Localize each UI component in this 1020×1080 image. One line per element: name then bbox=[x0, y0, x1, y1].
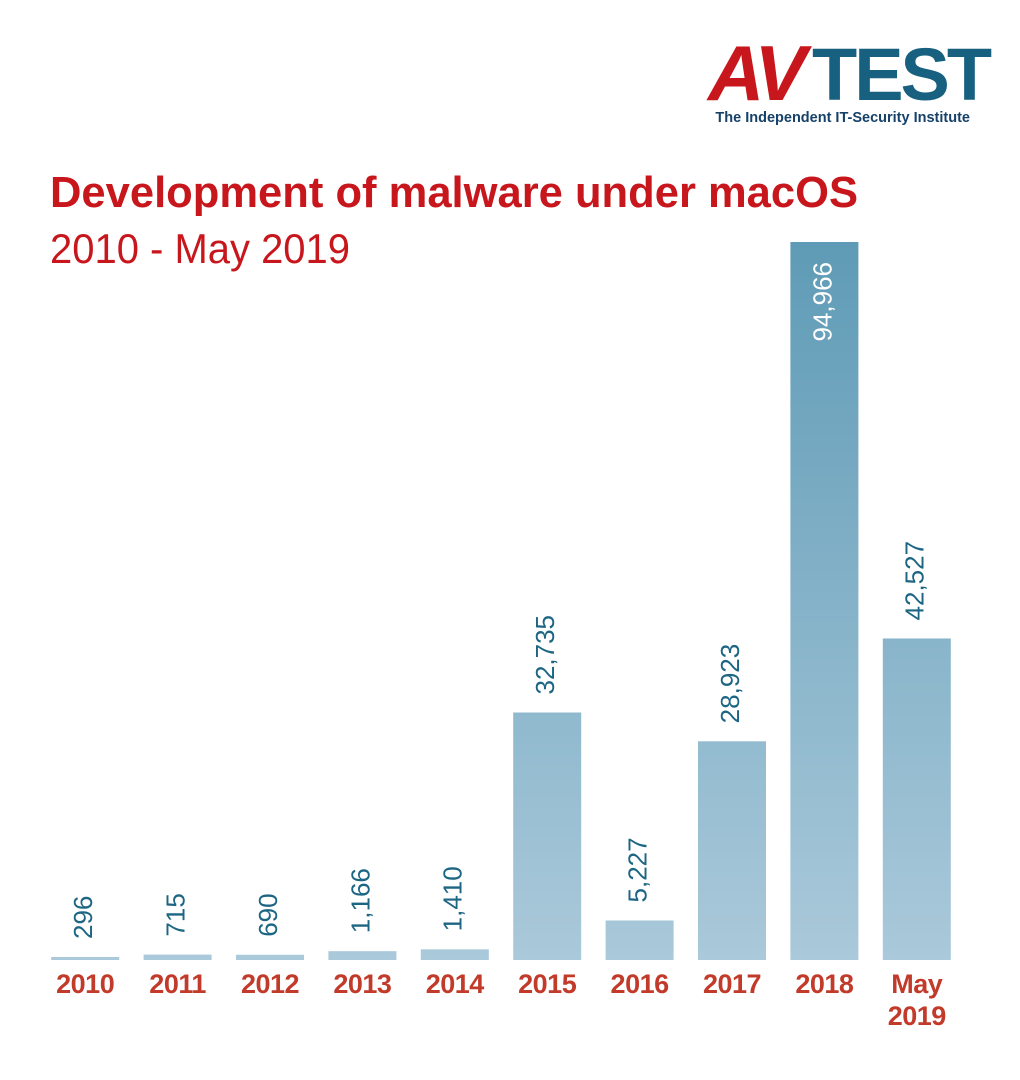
bar bbox=[513, 712, 582, 960]
bar bbox=[698, 741, 766, 960]
x-tick-label: 2016 bbox=[610, 969, 670, 999]
x-tick-label: 2010 bbox=[56, 969, 115, 999]
value-label: 690 bbox=[253, 893, 283, 936]
value-label: 1,410 bbox=[438, 866, 468, 931]
value-label: 94,966 bbox=[807, 262, 837, 342]
x-tick-label: 2012 bbox=[240, 969, 300, 999]
logo-tagline: The Independent IT-Security Institute bbox=[715, 110, 970, 126]
bar bbox=[420, 949, 489, 960]
value-label: 1,166 bbox=[345, 868, 375, 933]
value-label: 715 bbox=[160, 893, 190, 936]
bar bbox=[790, 242, 859, 960]
x-tick-label: 2015 bbox=[518, 969, 577, 999]
chart-subtitle: 2010 - May 2019 bbox=[50, 225, 350, 272]
x-tick-label: 2011 bbox=[149, 969, 206, 999]
chart-title: Development of malware under macOS bbox=[50, 168, 858, 217]
bar bbox=[605, 920, 674, 960]
value-label: 5,227 bbox=[622, 837, 652, 902]
value-label: 296 bbox=[68, 896, 98, 939]
x-tick-label: 2013 bbox=[333, 969, 392, 999]
bar bbox=[882, 638, 951, 960]
logo-brand: AV bbox=[706, 29, 813, 117]
value-label: 28,923 bbox=[715, 644, 745, 724]
x-tick-label: May 2019 bbox=[887, 969, 947, 1031]
bar bbox=[143, 954, 212, 960]
x-tick-label: 2014 bbox=[425, 969, 485, 999]
logo-brand-suffix: TEST bbox=[812, 33, 992, 116]
plot-area: 296 715 690 1,166 1,410 32,735 5,227 28,923 94,9… bbox=[51, 242, 951, 960]
value-label: 42,527 bbox=[900, 541, 930, 621]
x-tick-label: 2017 bbox=[702, 969, 762, 999]
value-label: 32,735 bbox=[530, 615, 560, 695]
x-tick-label: 2018 bbox=[795, 969, 854, 999]
bar bbox=[328, 951, 397, 960]
bar bbox=[51, 957, 120, 960]
bar bbox=[236, 954, 304, 960]
